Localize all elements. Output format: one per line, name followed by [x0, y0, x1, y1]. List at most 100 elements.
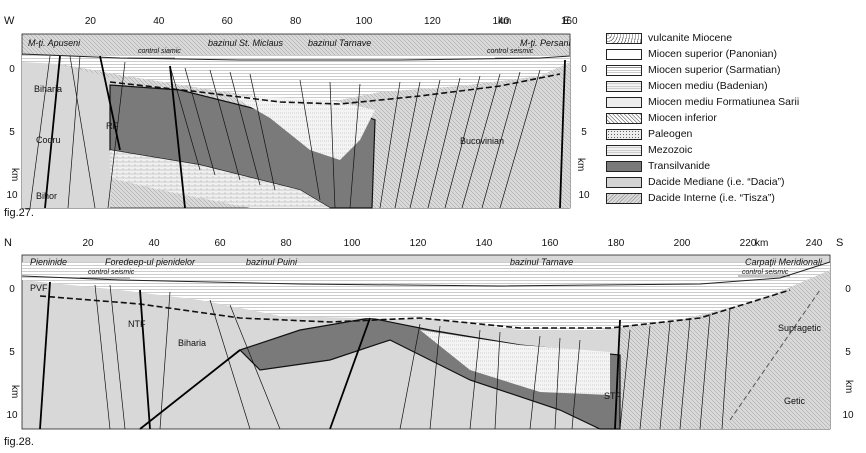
fig27-x-tick: 20	[85, 16, 97, 27]
legend-swatch	[606, 64, 642, 76]
fig27-depth-tick-right: 0	[581, 64, 587, 75]
fig27-x-tick: 80	[290, 16, 302, 27]
fig27-depth-tick-right: 5	[581, 127, 587, 138]
fig27-depth-tick-right: 10	[578, 190, 590, 201]
legend-item: Miocen superior (Sarmatian)	[606, 62, 864, 78]
fig28-x-tick: 80	[280, 238, 292, 249]
legend-swatch	[606, 112, 642, 124]
fig28-top-label-puini: bazinul Puini	[246, 257, 298, 267]
legend-swatch	[606, 192, 642, 204]
legend-swatch	[606, 80, 642, 92]
fig28-top-label-pienide: Pieninide	[30, 257, 67, 267]
fig27-x-tick: 60	[222, 16, 234, 27]
fig28-section	[21, 254, 831, 430]
legend-item: Transilvanide	[606, 158, 864, 174]
fig28-end-left: N	[4, 237, 12, 249]
fig27-unit-bihor: Bihor	[36, 191, 57, 201]
fig28-unit-biharia: Biharia	[178, 338, 206, 348]
fig28-caption: fig.28.	[4, 436, 34, 448]
legend-label: Dacide Interne (i.e. “Tisza”)	[648, 192, 775, 204]
fig27-axes: W E km 20 40 60 80 100 120 140 160 0 05 510 10 km …	[4, 15, 590, 201]
legend-item: Miocen mediu Formatiunea Sarii	[606, 94, 864, 110]
legend-item: Miocen mediu (Badenian)	[606, 78, 864, 94]
fig27-top-label-apuseni: M-ţi. Apuseni	[28, 38, 81, 48]
legend-swatch	[606, 128, 642, 140]
fig27-seismic-left: control siamic	[138, 48, 181, 55]
fig28-depth-tick-left: 0	[9, 284, 15, 295]
legend-swatch	[606, 144, 642, 156]
fig28-unit-ntf: NTF	[128, 319, 146, 329]
fig27-depth-tick-left: 5	[9, 127, 15, 138]
fig28-top-label-carpati: Carpaţii Meridionali	[745, 257, 823, 267]
fig27-top-label-tarnave: bazinul Tarnave	[308, 38, 371, 48]
fig28-x-tick: 20	[82, 238, 94, 249]
fig27-x-tick: 120	[424, 16, 441, 27]
fig27-depth-unit-left: km	[9, 168, 20, 181]
fig27-x-tick: 140	[492, 16, 509, 27]
fig27-unit-bucovinian: Bucovinian	[460, 136, 504, 146]
legend-swatch	[606, 176, 642, 188]
fig28-x-tick: 180	[608, 238, 625, 249]
fig27-depth-tick-left: 0	[9, 64, 15, 75]
fig28-depth-tick-right: 10	[842, 410, 854, 421]
legend-label: Mezozoic	[648, 144, 693, 156]
legend-item: Dacide Interne (i.e. “Tisza”)	[606, 190, 864, 206]
fig27-depth-tick-left: 10	[6, 190, 18, 201]
legend-swatch	[606, 96, 642, 108]
legend-swatch	[606, 32, 642, 44]
fig28-axes: N S km 20 40 60 80 100 120 140 160 180 200 220 240 …	[4, 237, 854, 421]
fig27-unit-rf: RF	[106, 121, 118, 131]
fig27-top-label-persani: M-ţi. Persani	[520, 38, 572, 48]
legend-label: vulcanite Miocene	[648, 32, 733, 44]
legend-label: Miocen superior (Panonian)	[648, 48, 777, 60]
fig28-depth-tick-left: 10	[6, 410, 18, 421]
fig28-labels: Pieninide Foredeep-ul pienidelor bazinul…	[30, 257, 823, 406]
fig27-caption: fig.27.	[4, 207, 34, 219]
legend-label: Paleogen	[648, 128, 693, 140]
legend-item: vulcanite Miocene	[606, 30, 864, 46]
fig28-x-tick: 140	[476, 238, 493, 249]
fig28-x-tick: 100	[344, 238, 361, 249]
fig28-unit-pvf: PVF	[30, 283, 48, 293]
fig27-x-tick: 100	[356, 16, 373, 27]
fig27-section	[21, 33, 571, 209]
legend-item: Miocen inferior	[606, 110, 864, 126]
fig28-x-tick: 160	[542, 238, 559, 249]
fig27-top-label-st-miclaus: bazinul St. Miclaus	[208, 38, 284, 48]
fig28-x-tick: 40	[148, 238, 160, 249]
fig28-seismic-right: control seismic	[742, 269, 789, 276]
fig27-depth-unit-right: km	[575, 158, 586, 171]
fig28-end-right: S	[836, 237, 843, 249]
fig27-end-right: E	[563, 15, 570, 27]
fig27-end-left: W	[4, 15, 15, 27]
fig28-x-tick: 200	[674, 238, 691, 249]
legend-item: Miocen superior (Panonian)	[606, 46, 864, 62]
legend: vulcanite Miocene Miocen superior (Panoni…	[606, 30, 864, 206]
legend-item: Paleogen	[606, 126, 864, 142]
fig27-x-tick: 160	[561, 16, 578, 27]
fig28-depth-ticks: 0 0 5 5 10 10	[6, 284, 854, 421]
legend-item: Mezozoic	[606, 142, 864, 158]
fig27-seismic-right: control seismic	[487, 48, 534, 55]
fig27-x-tick: 40	[153, 16, 165, 27]
legend-label: Miocen inferior	[648, 112, 717, 124]
legend-label: Dacide Mediane (i.e. “Dacia”)	[648, 176, 785, 188]
fig27-labels: M-ţi. Apuseni bazinul St. Miclaus bazinu…	[28, 38, 572, 201]
legend-label: Miocen superior (Sarmatian)	[648, 64, 781, 76]
legend-swatch	[606, 160, 642, 172]
fig28-x-tick: 240	[806, 238, 823, 249]
fig27-x-unit: km	[498, 16, 511, 27]
fig27-depth-ticks: 0 0 5 5 10 10	[6, 64, 590, 201]
fig28-unit-getic: Getic	[784, 396, 806, 406]
fig28-top-label-tarnave: bazinul Tarnave	[510, 257, 573, 267]
fig28-depth-unit-right: km	[843, 380, 854, 393]
fig28-unit-supragetic: Supragetic	[778, 323, 822, 333]
fig27-x-ticks: 20 40 60 80 100 120 140 160	[85, 16, 578, 27]
fig28-top-label-foredeep: Foredeep-ul pienidelor	[105, 257, 196, 267]
fig28-x-tick: 60	[214, 238, 226, 249]
fig27-unit-codru: Codru	[36, 135, 61, 145]
fig28-depth-unit-left: km	[9, 385, 20, 398]
fig28-seismic-left: control seismic	[88, 269, 135, 276]
legend-label: Transilvanide	[648, 160, 711, 172]
